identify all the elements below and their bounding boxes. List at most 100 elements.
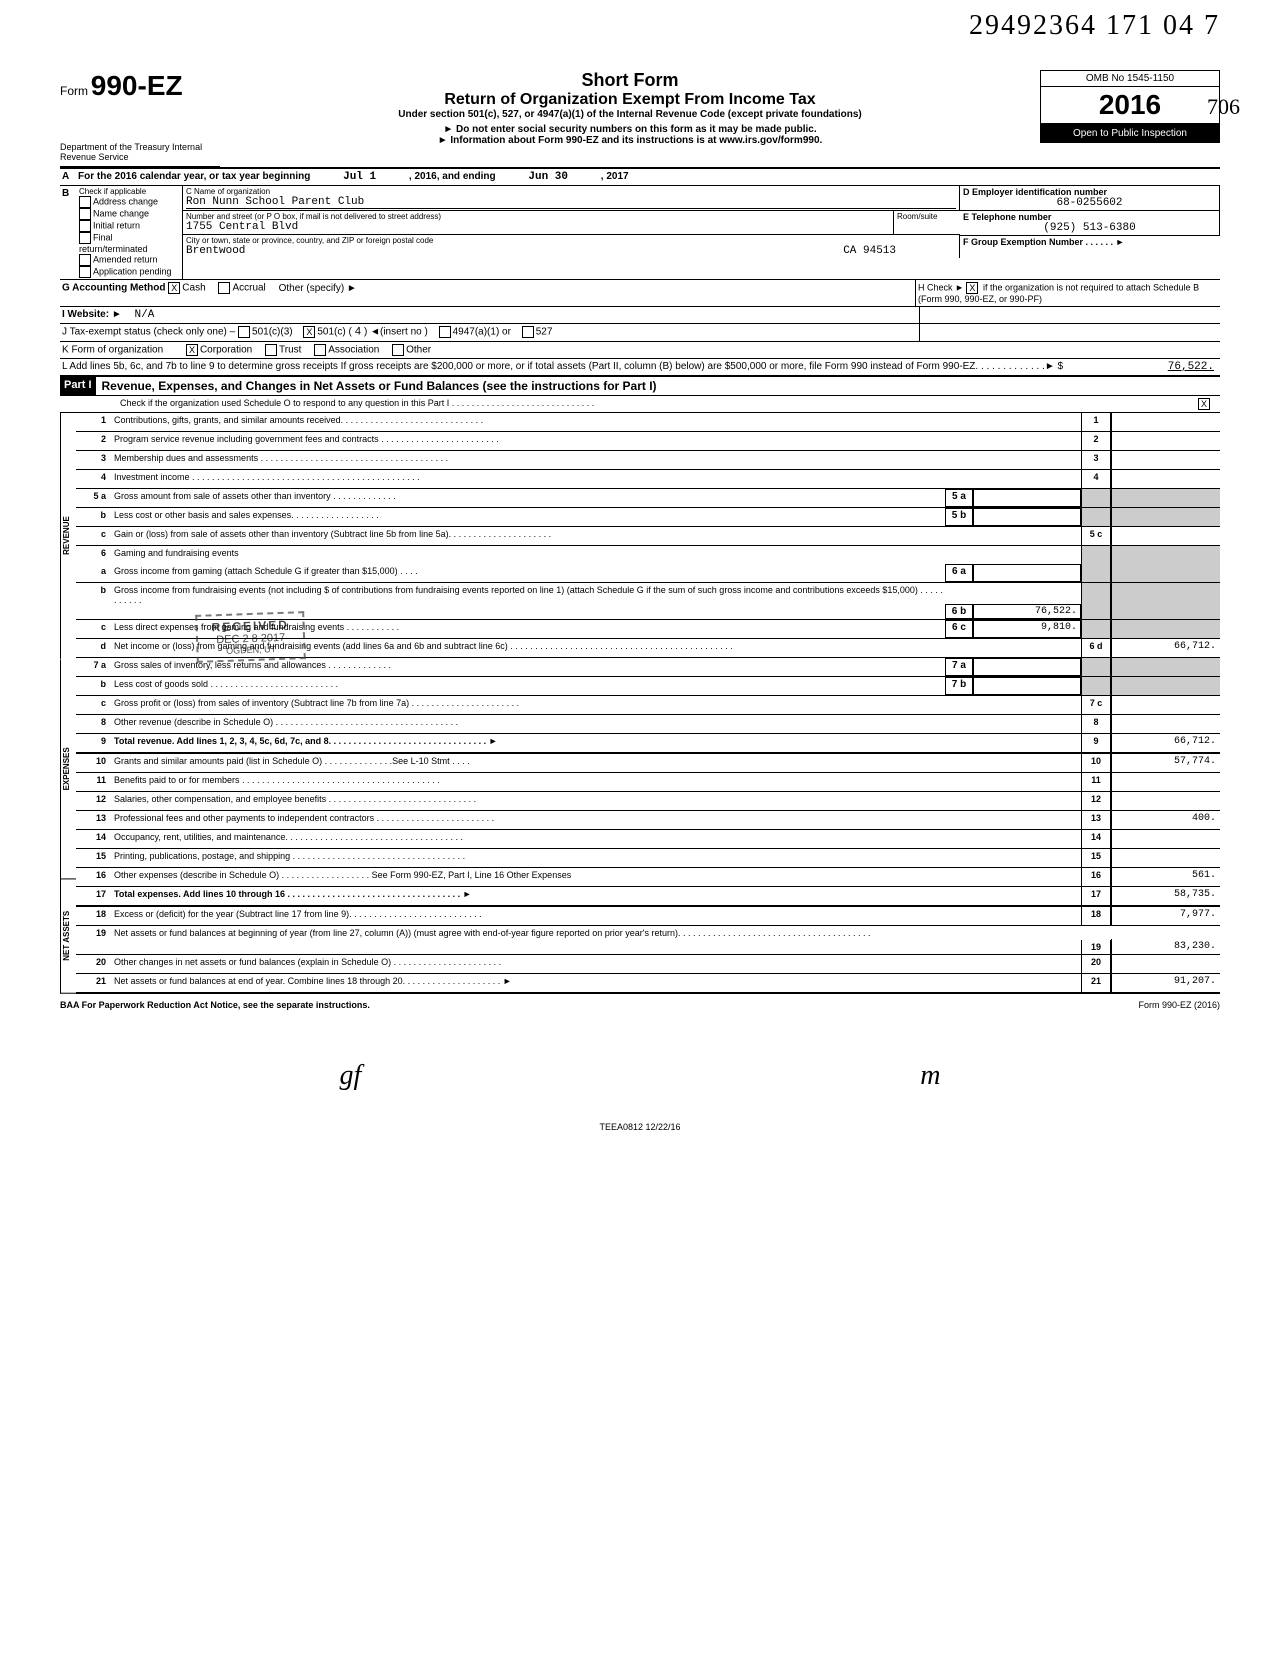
ln6a-num: a (76, 564, 112, 582)
ln7c-box: 7 c (1081, 696, 1111, 714)
ln4-desc: Investment income . . . . . . . . . . . … (112, 470, 1081, 488)
footer-baa: BAA For Paperwork Reduction Act Notice, … (60, 1000, 370, 1010)
vlabel-expenses: EXPENSES (60, 659, 76, 879)
j-cinsert: ) ◄(insert no ) (364, 327, 428, 338)
i-label: I Website: ► (62, 309, 122, 320)
cb-trust[interactable] (265, 344, 277, 356)
street-value: 1755 Central Blvd (186, 221, 890, 233)
form-header: Form 990-EZ Department of the Treasury I… (60, 70, 1220, 167)
ln5b-desc: Less cost or other basis and sales expen… (112, 508, 945, 526)
room-label: Room/suite (897, 212, 957, 221)
vlabel-netassets: NET ASSETS (60, 879, 76, 994)
state-zip: CA 94513 (843, 245, 896, 257)
cb-corp[interactable]: X (186, 344, 198, 356)
g-accrual: Accrual (232, 283, 265, 294)
ln5b-num: b (76, 508, 112, 526)
footer-code: TEEA0812 12/22/16 (60, 1122, 1220, 1132)
ln7c-amt (1111, 696, 1220, 714)
phone-value: (925) 513-6380 (963, 222, 1216, 234)
b-name: Name change (93, 208, 149, 218)
b-addr: Address change (93, 196, 158, 206)
handwritten-706: 706 (1207, 94, 1240, 120)
ln14-num: 14 (76, 830, 112, 848)
cb-initial[interactable] (79, 220, 91, 232)
warn-info: ► Information about Form 990-EZ and its … (220, 135, 1040, 146)
c-label: C Name of organization (186, 187, 956, 196)
cb-4947[interactable] (439, 326, 451, 338)
cb-name[interactable] (79, 208, 91, 220)
ln11-desc: Benefits paid to or for members . . . . … (112, 773, 1081, 791)
initials-area: gf m (60, 1060, 1220, 1092)
street-label: Number and street (or P O box, if mail i… (186, 212, 890, 221)
ln7b-sub: 7 b (945, 677, 973, 695)
warn-ssn: ► Do not enter social security numbers o… (220, 124, 1040, 135)
cb-h[interactable]: X (966, 282, 978, 294)
k-label: K Form of organization (62, 344, 163, 355)
ln16-num: 16 (76, 868, 112, 886)
tax-year: 2016 (1061, 89, 1199, 121)
ln6a-sub: 6 a (945, 564, 973, 582)
ln16-box: 16 (1081, 868, 1111, 886)
cb-cash[interactable]: X (168, 282, 180, 294)
ln6d-num: d (76, 639, 112, 657)
ln21-desc: Net assets or fund balances at end of ye… (112, 974, 1081, 992)
cb-accrual[interactable] (218, 282, 230, 294)
handwritten-id: 29492364 171 04 7 (969, 10, 1220, 42)
ln17-amt: 58,735. (1111, 887, 1220, 905)
ln5c-desc: Gain or (loss) from sale of assets other… (112, 527, 1081, 545)
ln3-desc: Membership dues and assessments . . . . … (112, 451, 1081, 469)
ln13-desc: Professional fees and other payments to … (112, 811, 1081, 829)
cb-pending[interactable] (79, 266, 91, 278)
e-label: E Telephone number (963, 212, 1216, 222)
ln1-box: 1 (1081, 413, 1111, 431)
b-pending: Application pending (93, 266, 172, 276)
ln7a-num: 7 a (76, 658, 112, 676)
ln1-num: 1 (76, 413, 112, 431)
ln13-num: 13 (76, 811, 112, 829)
ln2-amt (1111, 432, 1220, 450)
ln4-amt (1111, 470, 1220, 488)
ln8-num: 8 (76, 715, 112, 733)
ln3-box: 3 (1081, 451, 1111, 469)
j-cnum: 4 (355, 327, 362, 339)
cb-assoc[interactable] (314, 344, 326, 356)
k-corp: Corporation (200, 344, 252, 355)
ln15-amt (1111, 849, 1220, 867)
cb-501c[interactable]: X (303, 326, 315, 338)
cb-kother[interactable] (392, 344, 404, 356)
ln7a-sub: 7 a (945, 658, 973, 676)
ln5a-num: 5 a (76, 489, 112, 507)
return-title: Return of Organization Exempt From Incom… (220, 91, 1040, 109)
cb-527[interactable] (522, 326, 534, 338)
ln8-amt (1111, 715, 1220, 733)
ln5c-num: c (76, 527, 112, 545)
cb-final[interactable] (79, 232, 91, 244)
ln9-box: 9 (1081, 734, 1111, 752)
ln6-desc: Gaming and fundraising events (112, 546, 1081, 564)
cb-addr[interactable] (79, 196, 91, 208)
cb-501c3[interactable] (238, 326, 250, 338)
ln6c-sub: 6 c (945, 620, 973, 638)
city-value: Brentwood (186, 245, 245, 257)
ln4-num: 4 (76, 470, 112, 488)
ln8-desc: Other revenue (describe in Schedule O) .… (112, 715, 1081, 733)
ln18-num: 18 (76, 907, 112, 925)
city-label: City or town, state or province, country… (186, 236, 956, 245)
g-other: Other (specify) ► (279, 283, 357, 294)
ln7c-num: c (76, 696, 112, 714)
label-b: B (60, 186, 76, 279)
ln1-desc: Contributions, gifts, grants, and simila… (112, 413, 1081, 431)
ln17-num: 17 (76, 887, 112, 905)
line-a-end: Jun 30 (528, 171, 568, 183)
cb-amended[interactable] (79, 254, 91, 266)
j-c3: 501(c)(3) (252, 327, 293, 338)
part1-header: Part I (60, 377, 96, 395)
ln2-desc: Program service revenue including govern… (112, 432, 1081, 450)
ln5a-subamt (973, 489, 1081, 507)
ln9-desc: Total revenue. Add lines 1, 2, 3, 4, 5c,… (112, 734, 1081, 752)
ln7b-subamt (973, 677, 1081, 695)
ln6c-num: c (76, 620, 112, 638)
cb-part1-o[interactable]: X (1198, 398, 1210, 410)
ln5b-sub: 5 b (945, 508, 973, 526)
l-value: 76,522. (1168, 361, 1214, 373)
